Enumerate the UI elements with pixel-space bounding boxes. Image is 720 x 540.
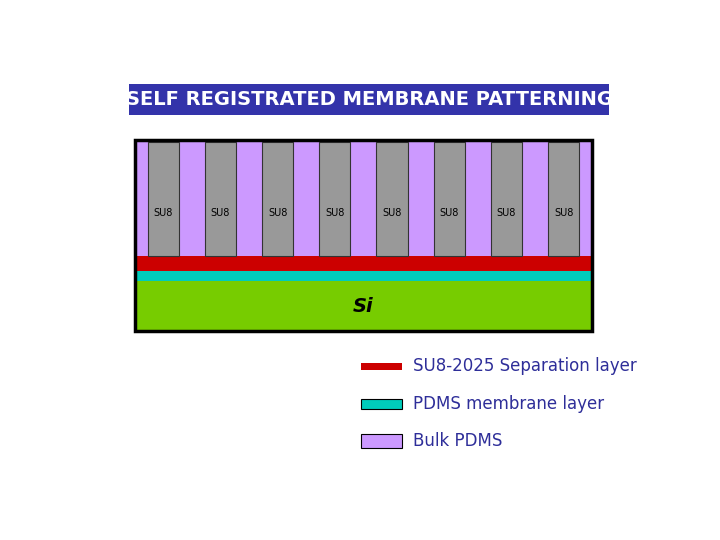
Text: SU8: SU8: [439, 208, 459, 218]
Text: SELF REGISTRATED MEMBRANE PATTERNING: SELF REGISTRATED MEMBRANE PATTERNING: [125, 90, 613, 109]
Text: SU8: SU8: [325, 208, 344, 218]
Bar: [262, 141, 293, 256]
Bar: [205, 141, 236, 256]
Bar: [548, 141, 579, 256]
Bar: [361, 399, 402, 409]
Bar: [491, 141, 522, 256]
Text: Bulk PDMS: Bulk PDMS: [413, 432, 502, 450]
Text: SU8: SU8: [268, 208, 287, 218]
Text: SU8: SU8: [211, 208, 230, 218]
Bar: [135, 256, 592, 271]
Bar: [135, 271, 592, 281]
Bar: [135, 140, 592, 256]
Bar: [135, 281, 592, 331]
Bar: [361, 435, 402, 448]
Text: Si: Si: [353, 296, 374, 315]
Bar: [135, 140, 592, 331]
Bar: [129, 84, 609, 114]
Text: SU8: SU8: [153, 208, 173, 218]
Bar: [433, 141, 465, 256]
Text: SU8: SU8: [497, 208, 516, 218]
Text: PDMS membrane layer: PDMS membrane layer: [413, 395, 603, 413]
Bar: [361, 362, 402, 370]
Bar: [377, 141, 408, 256]
Text: SU8-2025 Separation layer: SU8-2025 Separation layer: [413, 357, 636, 375]
Text: SU8: SU8: [554, 208, 573, 218]
Bar: [148, 141, 179, 256]
Bar: [319, 141, 351, 256]
Text: SU8: SU8: [382, 208, 402, 218]
